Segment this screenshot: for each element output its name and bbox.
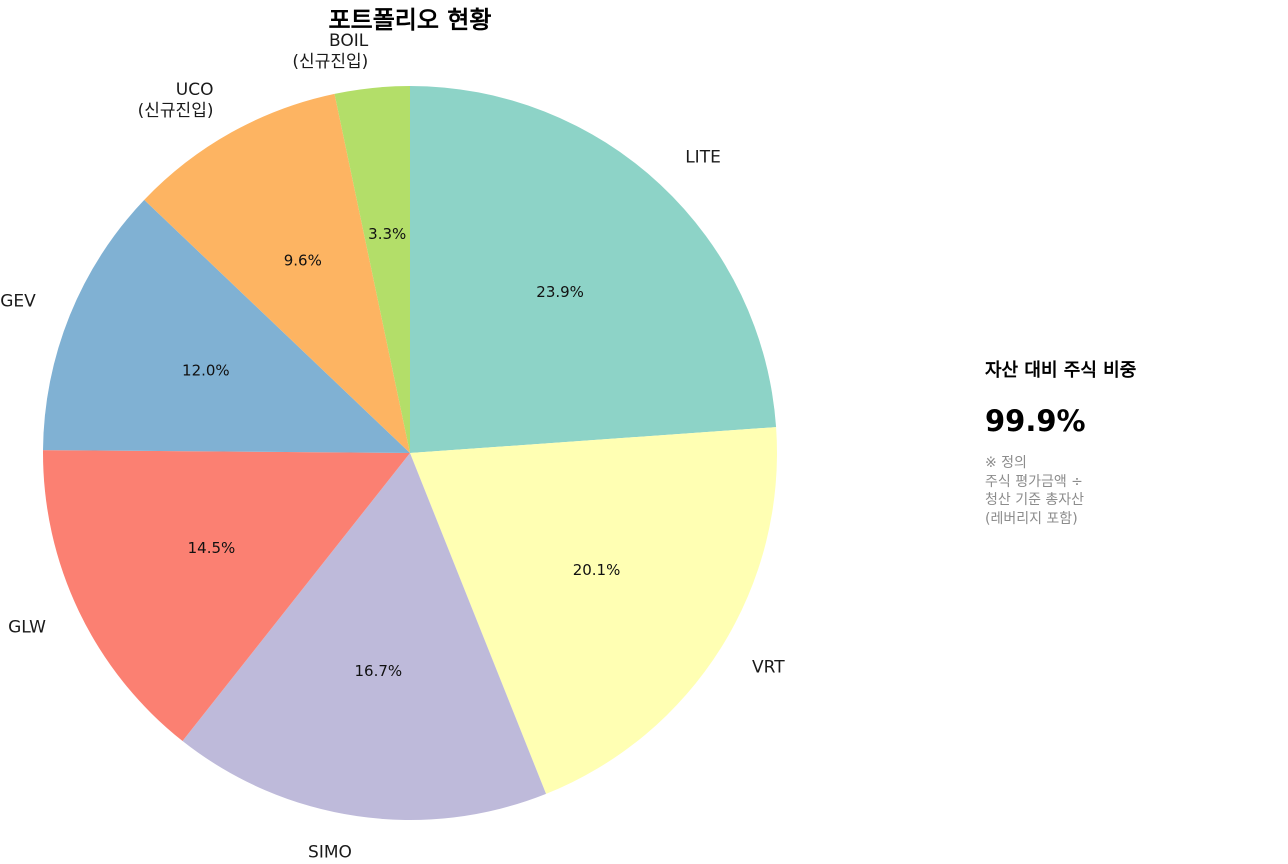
pie-slice-simo [182, 453, 547, 820]
slice-percent-label: 23.9% [536, 283, 584, 301]
slice-percent-label: 20.1% [573, 561, 621, 579]
slice-label: GEV [0, 292, 36, 312]
pie-slices [42, 86, 777, 820]
note-line: (레버리지 포함) [985, 510, 1078, 527]
note-line: 청산 기준 총자산 [985, 492, 1085, 508]
pie-slice-boil [334, 86, 410, 453]
slice-label: GLW [8, 618, 46, 638]
slice-label: VRT [752, 658, 785, 678]
pie-slice-glw [42, 450, 410, 742]
slice-label: LITE [685, 148, 721, 168]
note-line: 주식 평가금액 ÷ [985, 473, 1083, 490]
slice-label: BOIL (신규진입) [292, 31, 368, 72]
chart-title: 포트폴리오 현황 [329, 6, 492, 34]
pie-slice-lite [410, 86, 777, 453]
stock-ratio-panel: 자산 대비 주식 비중 99.9% ※ 정의 주식 평가금액 ÷ 청산 기준 총… [985, 356, 1265, 528]
slice-percent-label: 3.3% [368, 225, 406, 243]
slice-percent-label: 9.6% [284, 252, 322, 270]
pie-slice-uco [144, 93, 410, 454]
slice-percent-label: 14.5% [188, 539, 236, 557]
slice-label: UCO (신규진입) [138, 80, 214, 121]
pie-labels: LITE 23.9% VRT 20.1% SIMO 16.7% GLW 14.5% GEV 12.… [0, 31, 785, 863]
slice-percent-label: 16.7% [354, 662, 402, 680]
note-line: ※ 정의 [985, 455, 1027, 471]
slice-label: SIMO [308, 843, 352, 863]
pie-slice-vrt [410, 427, 777, 794]
slice-percent-label: 12.0% [182, 361, 230, 379]
pie-slice-gev [43, 199, 411, 453]
stock-ratio-value: 99.9% [985, 404, 1086, 438]
panel-title: 자산 대비 주식 비중 [985, 360, 1137, 381]
definition-note: ※ 정의 주식 평가금액 ÷ 청산 기준 총자산 (레버리지 포함) [985, 454, 1265, 528]
